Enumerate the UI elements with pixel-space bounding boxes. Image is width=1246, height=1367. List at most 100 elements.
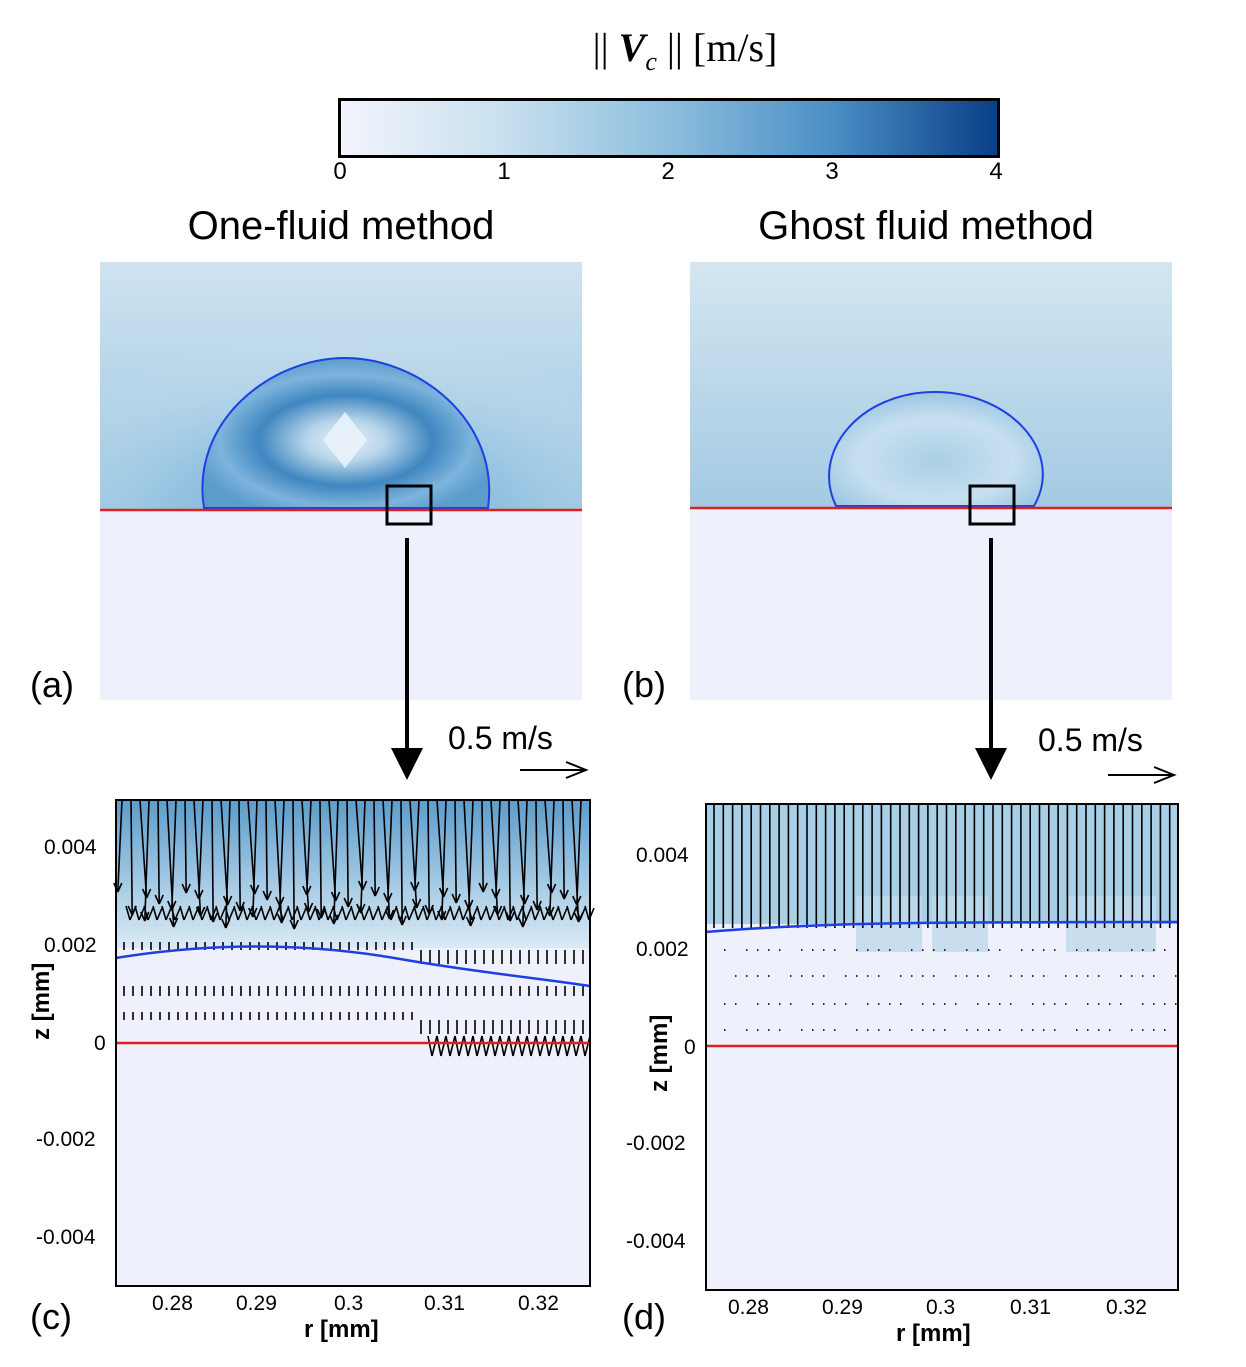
velocity-vector — [323, 905, 329, 921]
velocity-vector — [570, 907, 577, 921]
velocity-vector — [300, 907, 307, 921]
velocity-vector — [381, 907, 388, 921]
velocity-vector-head — [334, 891, 341, 902]
velocity-vector-head — [253, 884, 260, 895]
velocity-vector — [495, 799, 501, 899]
velocity-vector — [130, 799, 133, 916]
colorbar-tick-0: 0 — [333, 158, 347, 185]
velocity-vector — [454, 799, 457, 904]
velocity-vector — [431, 1035, 438, 1057]
velocity-vector — [333, 799, 339, 925]
d-ytick-0: 0.004 — [636, 844, 689, 867]
velocity-vector — [440, 905, 446, 921]
velocity-vector-head — [194, 889, 200, 900]
velocity-vector — [525, 907, 532, 921]
velocity-vector — [390, 907, 397, 921]
velocity-vector — [557, 905, 563, 921]
panel-c-label: (c) — [30, 1296, 72, 1337]
velocity-vector — [237, 907, 244, 921]
interface-line-d — [705, 920, 1179, 934]
velocity-vector-head — [532, 900, 538, 911]
velocity-vector — [282, 907, 289, 921]
velocity-vector — [498, 907, 505, 921]
velocity-vector — [552, 907, 559, 921]
velocity-vector — [576, 799, 582, 906]
velocity-vector — [413, 905, 419, 921]
velocity-vector — [198, 799, 204, 900]
velocity-vector — [472, 1035, 478, 1057]
velocity-vector — [471, 907, 478, 921]
velocity-vector — [228, 907, 235, 921]
velocity-vector — [562, 799, 565, 900]
velocity-vector — [359, 905, 365, 921]
velocity-vector — [319, 799, 322, 919]
velocity-vector — [165, 907, 172, 921]
velocity-vector — [508, 1035, 514, 1057]
velocity-vector-head — [468, 899, 474, 910]
velocity-vector-head — [172, 917, 179, 928]
velocity-vector — [508, 799, 511, 922]
velocity-vector — [521, 905, 527, 921]
velocity-vector — [543, 907, 550, 921]
velocity-vector — [377, 905, 383, 921]
velocity-vector — [427, 799, 430, 915]
velocity-vector-head — [185, 883, 191, 894]
velocity-vector — [526, 1035, 532, 1057]
velocity-vector — [549, 799, 555, 917]
interface-line-c — [115, 945, 591, 988]
velocity-vector-head — [383, 892, 389, 903]
velocity-vector — [170, 905, 176, 921]
velocity-vector — [147, 907, 154, 921]
velocity-vector-head — [302, 885, 308, 896]
velocity-vector-head — [181, 883, 187, 894]
velocity-vector — [206, 905, 212, 921]
d-xtick-3: 0.31 — [1010, 1296, 1051, 1319]
velocity-vector — [566, 905, 572, 921]
velocity-vector-head — [199, 906, 206, 917]
velocity-vector-head — [154, 894, 160, 905]
d-xtick-1: 0.29 — [822, 1296, 863, 1319]
velocity-vector — [171, 799, 177, 911]
velocity-vector — [512, 905, 518, 921]
velocity-vector — [368, 905, 374, 921]
velocity-vector — [327, 907, 334, 921]
velocity-vector — [386, 905, 392, 921]
velocity-vector — [436, 1035, 442, 1057]
velocity-vector-head — [478, 882, 484, 893]
velocity-vector — [156, 907, 163, 921]
scale-label-d: 0.5 m/s — [1038, 722, 1143, 758]
velocity-vector-head — [212, 912, 218, 923]
velocity-vector — [309, 907, 316, 921]
velocity-vector — [161, 905, 167, 921]
velocity-vector — [566, 1035, 573, 1057]
velocity-vector — [444, 907, 451, 921]
velocity-vector — [539, 1035, 546, 1057]
velocity-vector — [454, 1035, 460, 1057]
velocity-vector — [579, 907, 586, 921]
velocity-vector — [548, 905, 554, 921]
velocity-vector — [499, 1035, 505, 1057]
velocity-vector — [372, 907, 379, 921]
velocity-vector — [584, 905, 590, 921]
velocity-vector-head — [469, 916, 476, 927]
velocity-vector — [265, 799, 268, 901]
velocity-vector — [571, 1035, 577, 1057]
velocity-vector-head — [347, 897, 353, 908]
velocity-vector-head — [482, 882, 488, 893]
velocity-vector — [211, 799, 214, 923]
velocity-vector-head — [455, 893, 461, 904]
velocity-vector — [485, 1035, 492, 1057]
velocity-vector — [399, 907, 406, 921]
c-ytick-4: -0.004 — [36, 1226, 96, 1249]
velocity-vector — [238, 799, 241, 912]
velocity-vector — [435, 907, 442, 921]
d-xtick-4: 0.32 — [1106, 1296, 1147, 1319]
velocity-vector — [467, 905, 473, 921]
velocity-vector — [192, 907, 199, 921]
colorbar — [338, 98, 1000, 158]
velocity-vector-head — [276, 913, 283, 924]
velocity-vector — [557, 1035, 564, 1057]
c-xtick-0: 0.28 — [152, 1292, 193, 1315]
velocity-vector — [215, 905, 221, 921]
